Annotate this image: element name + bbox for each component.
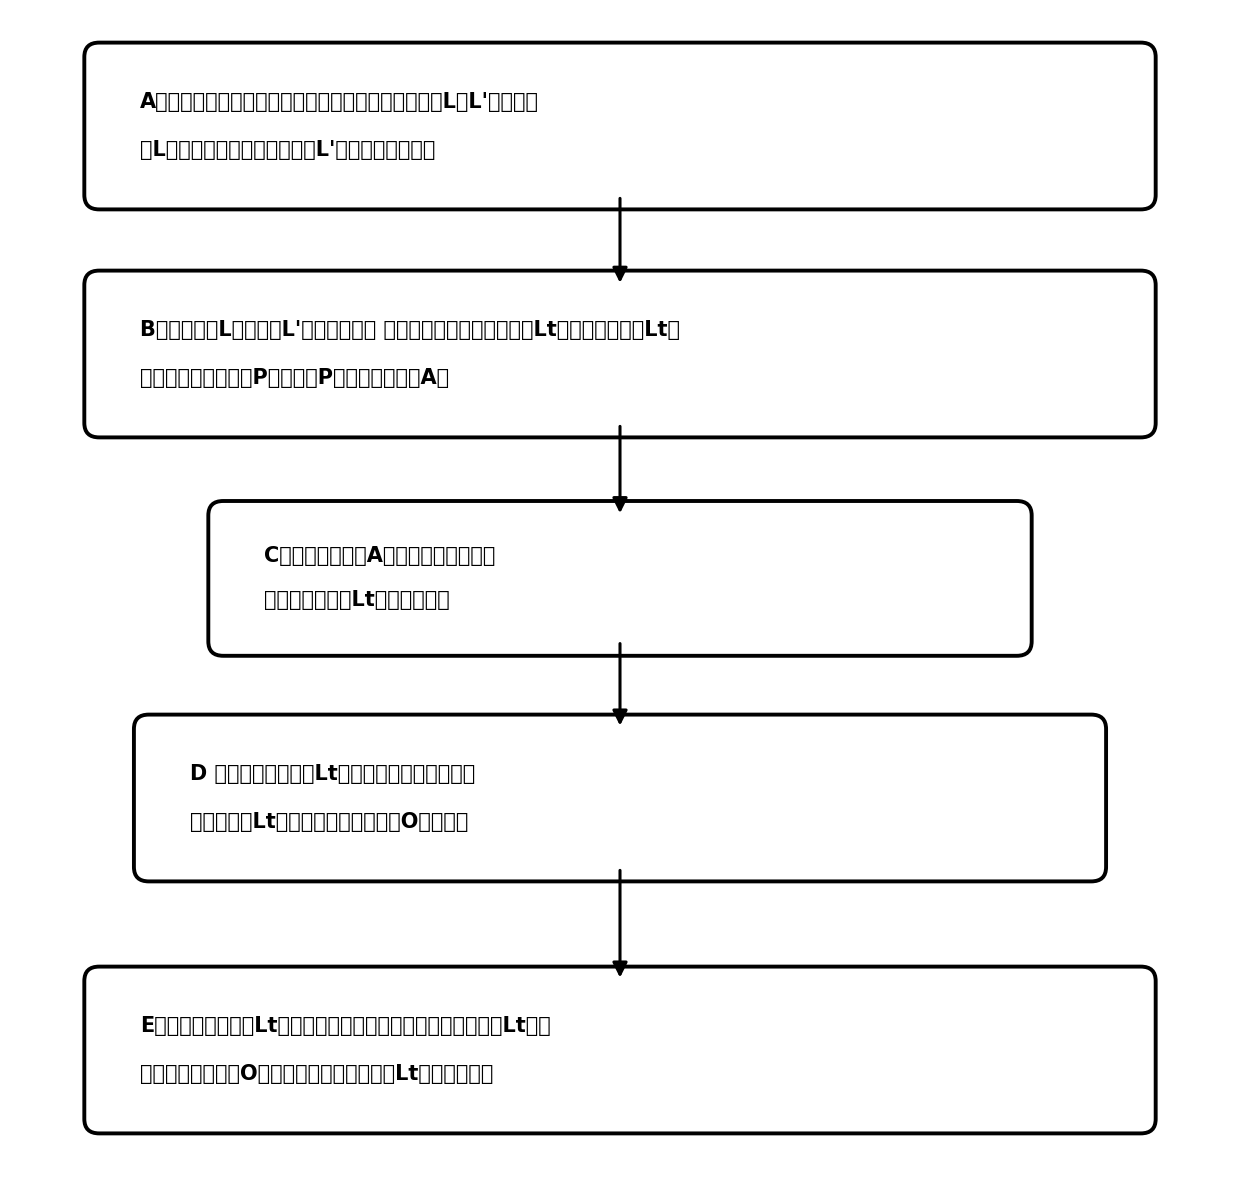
Text: 线L注入恒定电流，并将引下线L'作为流出电流端；: 线L注入恒定电流，并将引下线L'作为流出电流端；: [140, 140, 435, 160]
Text: B、在引下线L和引下线L'之间任意选定 一个引下线作为待测引下线Lt，设待测引下线Lt顶: B、在引下线L和引下线L'之间任意选定 一个引下线作为待测引下线Lt，设待测引下…: [140, 320, 680, 340]
Text: C、测量待测区域A地表面的磁场分布，: C、测量待测区域A地表面的磁场分布，: [264, 546, 496, 566]
Text: A、在待测接地网支路的地表面上任意选择两个引下线L和L'，向引下: A、在待测接地网支路的地表面上任意选择两个引下线L和L'，向引下: [140, 92, 539, 112]
Text: 端穿入地表的位置为P点，围绕P点建立待测区域A；: 端穿入地表的位置为P点，围绕P点建立待测区域A；: [140, 368, 449, 388]
Text: 待测引下线Lt与接地网支路的连接点O的位置；: 待测引下线Lt与接地网支路的连接点O的位置；: [190, 812, 467, 832]
FancyBboxPatch shape: [84, 967, 1156, 1133]
FancyBboxPatch shape: [208, 502, 1032, 655]
Text: D 、判定待测引下线Lt的水平布置方向，并确定: D 、判定待测引下线Lt的水平布置方向，并确定: [190, 764, 475, 784]
Text: 地网支路的连接点O的位置，获得待测引下线Lt的连接方向。: 地网支路的连接点O的位置，获得待测引下线Lt的连接方向。: [140, 1064, 494, 1084]
Text: 判定待测引下线Lt的连接方式；: 判定待测引下线Lt的连接方式；: [264, 590, 450, 611]
FancyBboxPatch shape: [84, 42, 1156, 209]
Text: E、根据待测引下线Lt的连接方式、水平布置方向和待测引下线Lt与接: E、根据待测引下线Lt的连接方式、水平布置方向和待测引下线Lt与接: [140, 1016, 551, 1036]
FancyBboxPatch shape: [84, 270, 1156, 438]
FancyBboxPatch shape: [134, 714, 1106, 881]
